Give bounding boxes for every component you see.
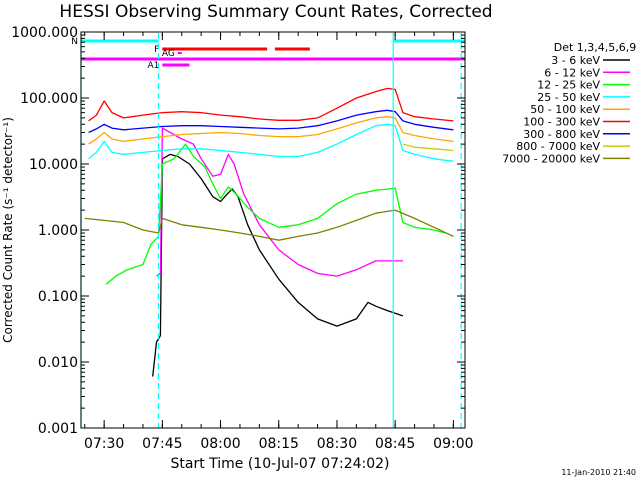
x-tick-label-2: 08:00 — [200, 436, 240, 452]
legend-label-0: 3 - 6 keV — [551, 54, 600, 67]
y-tick-label-6: 0.001 — [38, 421, 78, 437]
flag-bar-label-4: A1 — [147, 61, 159, 71]
y-tick-label-0: 1000.000 — [11, 25, 78, 41]
series-line-3 — [88, 123, 454, 162]
axes: 1000.000 100.000 10.000 1.000 0.100 0.010 0.00… — [11, 25, 473, 452]
series-line-6 — [88, 109, 454, 134]
x-tick-label-0: 07:30 — [84, 436, 124, 452]
legend-title: Det 1,3,4,5,6,9 — [554, 41, 637, 54]
y-axis-label: Corrected Count Rate (s⁻¹ detector⁻¹) — [1, 117, 15, 343]
legend-label-6: 300 - 800 keV — [523, 128, 600, 141]
legend-label-8: 7000 - 20000 keV — [502, 152, 600, 165]
legend-label-7: 800 - 7000 keV — [516, 140, 600, 153]
series-line-4 — [88, 116, 454, 145]
series-line-8 — [84, 209, 454, 241]
legend-label-4: 50 - 100 keV — [530, 103, 600, 116]
legend-label-2: 12 - 25 keV — [537, 79, 600, 92]
x-tick-label-5: 08:45 — [375, 436, 415, 452]
x-tick-label-1: 07:45 — [142, 436, 182, 452]
chart-title: HESSI Observing Summary Count Rates, Cor… — [59, 2, 492, 22]
legend-label-5: 100 - 300 keV — [523, 116, 600, 129]
series-line-7 — [402, 143, 454, 152]
legend-label-1: 6 - 12 keV — [544, 66, 600, 79]
legend-label-3: 25 - 50 keV — [537, 91, 600, 104]
x-axis-label: Start Time (10-Jul-07 07:24:02) — [170, 456, 389, 472]
series-line-5 — [88, 87, 454, 122]
flag-bar-label-0: N — [71, 37, 78, 47]
y-tick-label-1: 100.000 — [20, 91, 78, 107]
y-tick-label-4: 0.100 — [38, 289, 78, 305]
y-tick-label-5: 0.010 — [38, 355, 78, 371]
x-tick-label-4: 08:30 — [317, 436, 357, 452]
series-line-2 — [105, 143, 446, 285]
x-tick-label-6: 09:00 — [433, 436, 473, 452]
y-tick-label-2: 10.000 — [29, 157, 78, 173]
flag-bar-label-1: F — [154, 45, 159, 55]
y-tick-label-3: 1.000 — [38, 223, 78, 239]
x-tick-label-3: 08:15 — [259, 436, 299, 452]
series-line-1 — [156, 127, 403, 277]
data-lines — [84, 87, 454, 377]
flag-bar-label-2: AG — [162, 49, 175, 59]
date-stamp: 11-Jan-2010 21:40 — [561, 468, 636, 477]
